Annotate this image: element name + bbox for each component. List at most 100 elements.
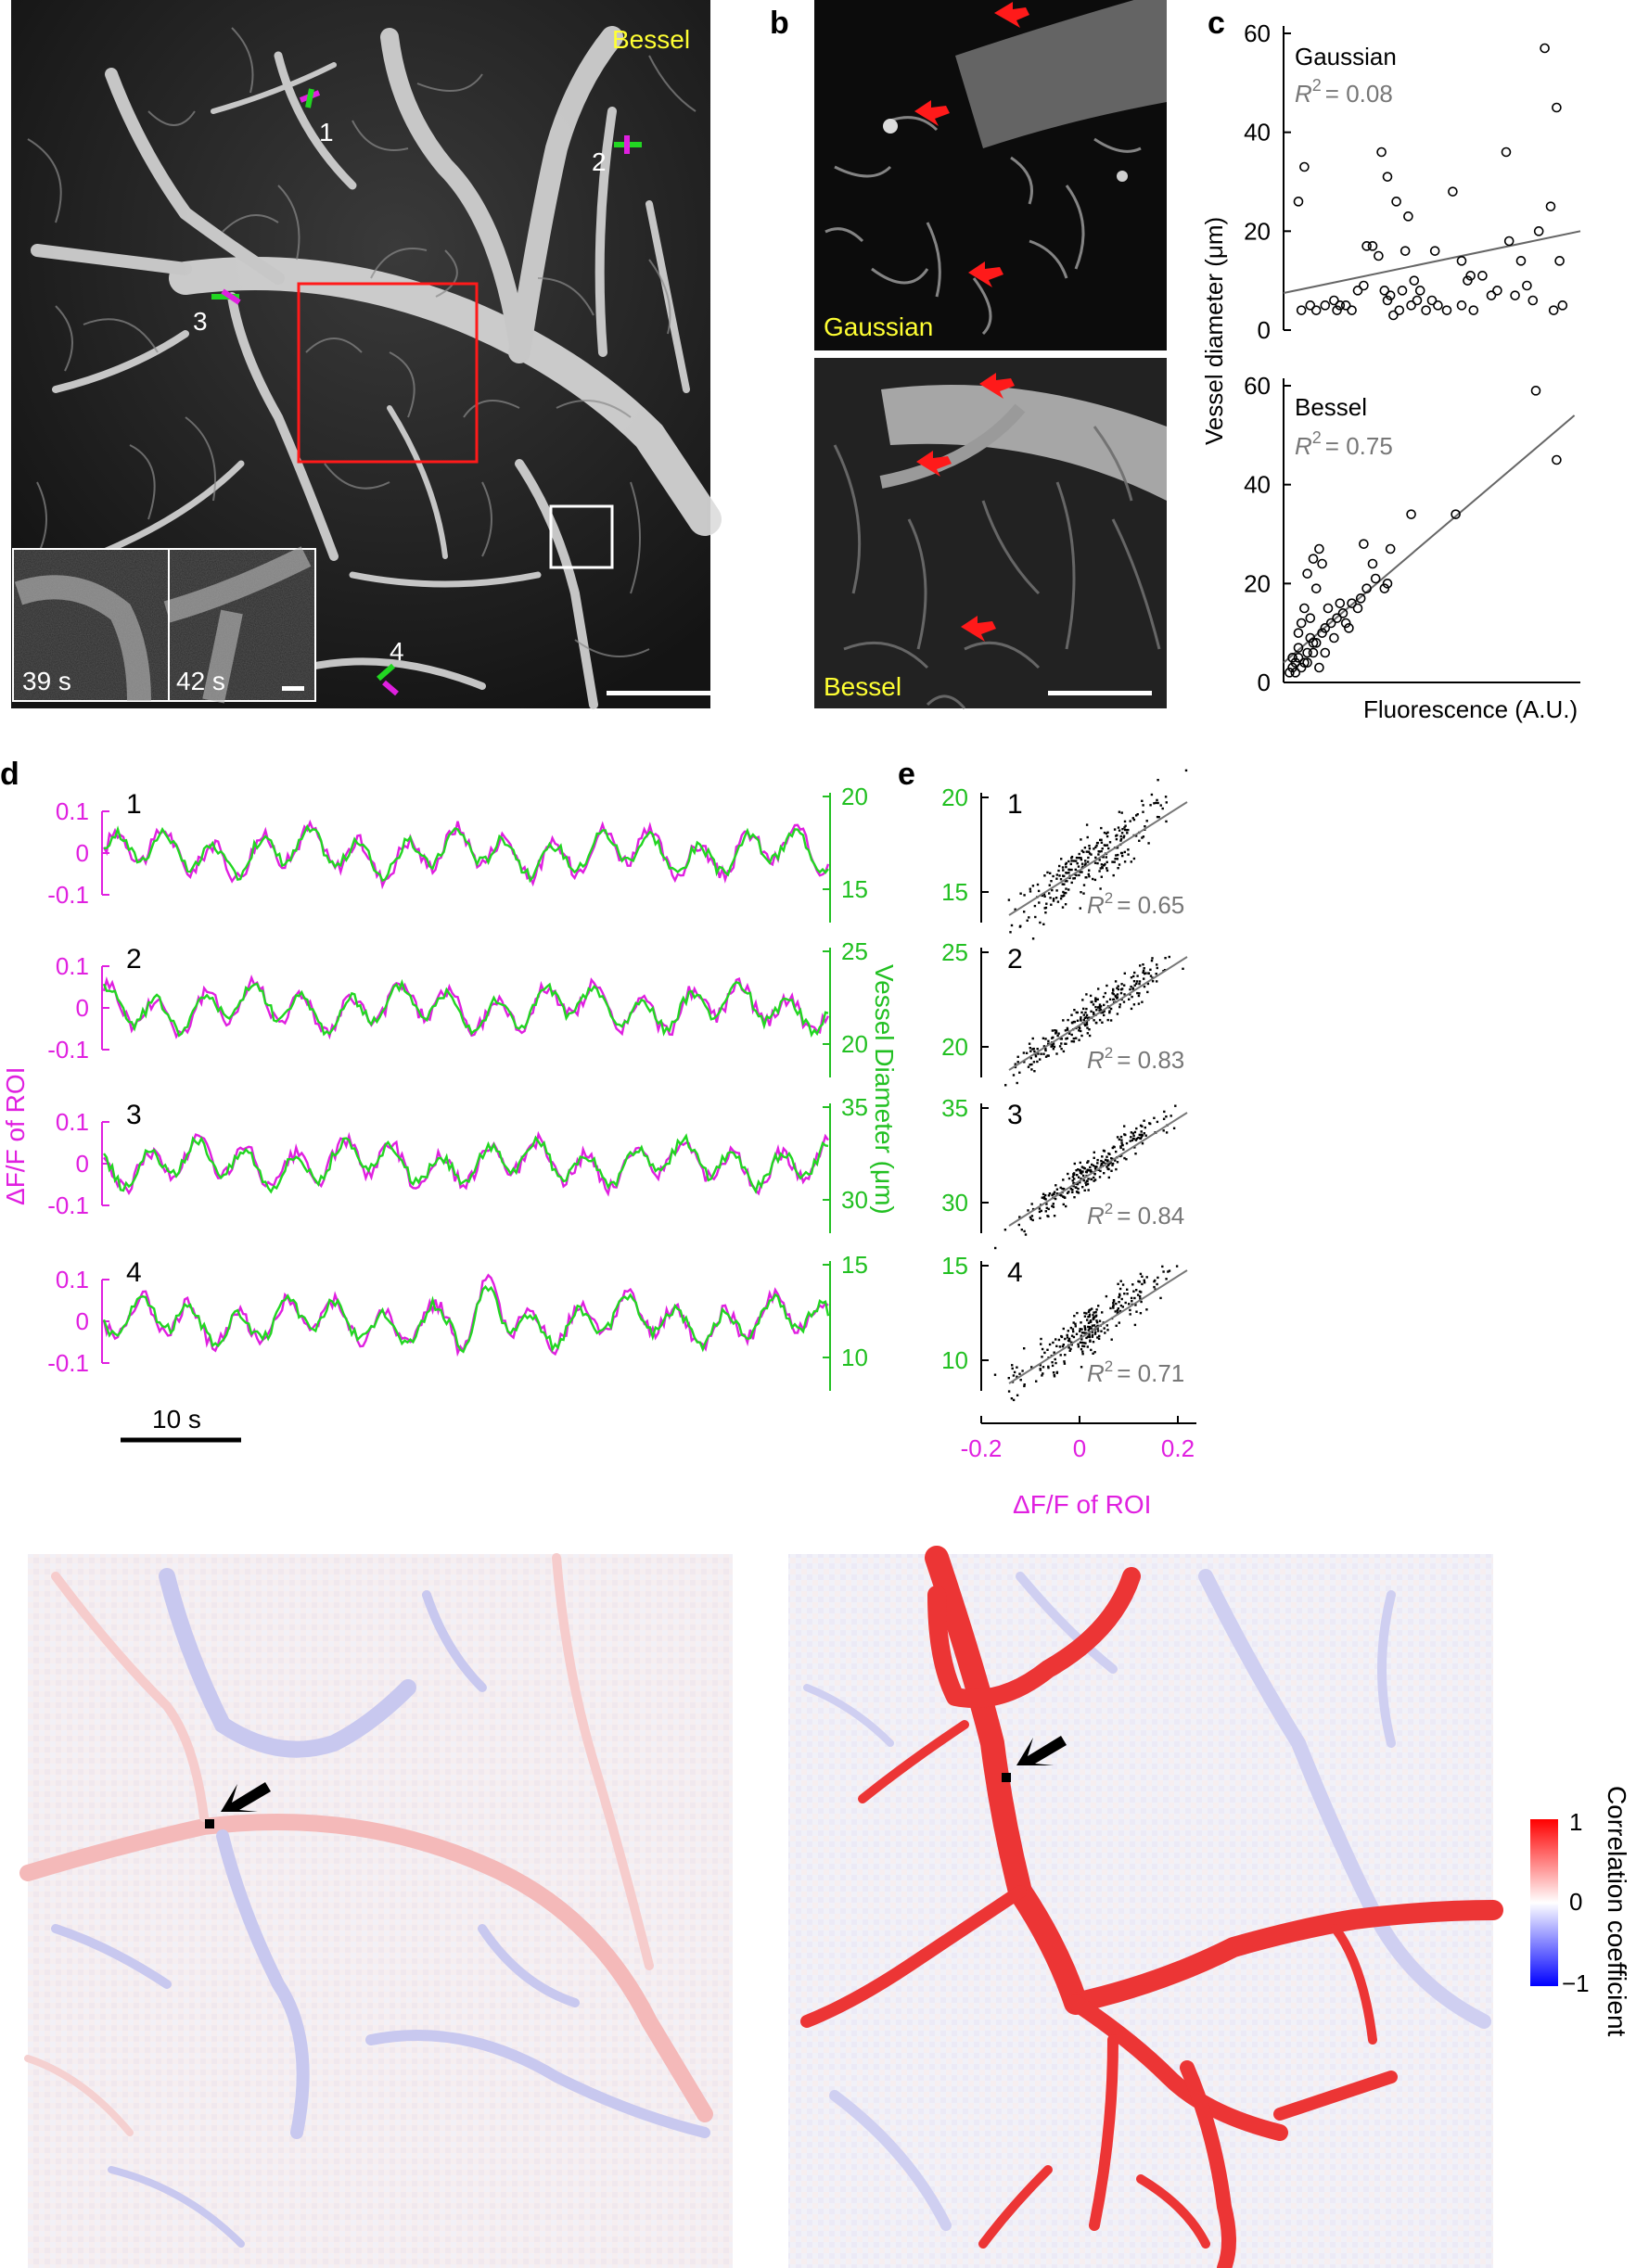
c-data-point xyxy=(1293,643,1304,653)
c-bottom-r2: R2 = 0.75 xyxy=(1295,428,1393,460)
e-data-point xyxy=(1076,1019,1080,1022)
e-data-point xyxy=(1106,869,1109,873)
e-data-point xyxy=(1054,1032,1057,1035)
e-data-point xyxy=(1058,874,1061,877)
e-data-point xyxy=(1053,1215,1056,1217)
e-data-point xyxy=(1068,1349,1071,1352)
e-data-point xyxy=(1011,1364,1014,1367)
c-data-point xyxy=(1486,290,1497,300)
c-y-tick-label: 60 xyxy=(1244,19,1271,47)
e-data-point xyxy=(1088,1333,1091,1336)
e-data-point xyxy=(1041,1374,1043,1377)
c-data-point xyxy=(1335,598,1346,608)
e-data-point xyxy=(1130,1131,1133,1134)
e-data-point xyxy=(1118,863,1121,866)
e-data-point xyxy=(1041,1356,1043,1358)
e-data-point xyxy=(1030,1068,1033,1071)
arrow-g xyxy=(1016,1736,1067,1765)
e-data-point xyxy=(1119,851,1123,855)
e-data-point xyxy=(1115,1150,1118,1153)
e-data-point xyxy=(1031,1048,1034,1051)
e-data-point xyxy=(1078,852,1080,856)
white-roi-box xyxy=(549,504,614,569)
e-data-point xyxy=(1052,874,1054,878)
e-data-point xyxy=(1143,985,1146,988)
e-data-point xyxy=(1035,1380,1038,1382)
e-data-point xyxy=(1051,1044,1054,1048)
c-data-point xyxy=(1465,271,1476,281)
e-data-point xyxy=(1108,1010,1111,1013)
e-data-point xyxy=(1090,853,1093,856)
heatmap-f xyxy=(28,1554,733,2268)
e-data-point xyxy=(1146,990,1149,994)
e-data-point xyxy=(1124,828,1127,832)
e-data-point xyxy=(1082,1013,1085,1016)
panel-f: f xyxy=(19,1553,733,2268)
e-data-point xyxy=(1067,888,1070,891)
e-data-point xyxy=(1039,1369,1042,1371)
c-data-point xyxy=(1352,603,1363,614)
c-y-tick-label: 40 xyxy=(1244,119,1271,147)
c-data-point xyxy=(1391,197,1401,207)
e-r2-value: = 0.83 xyxy=(1117,1046,1184,1074)
e-data-point xyxy=(1038,1207,1042,1210)
e-data-point xyxy=(1091,1324,1094,1327)
c-data-point xyxy=(1302,647,1312,658)
e-data-point xyxy=(1076,1174,1079,1177)
c-data-point xyxy=(1287,653,1297,663)
e-data-point xyxy=(1110,1169,1113,1172)
e-data-point xyxy=(1034,915,1037,919)
c-data-point xyxy=(1308,647,1319,658)
e-data-point xyxy=(1044,1055,1048,1058)
e-data-point xyxy=(1107,1163,1111,1166)
e-data-point xyxy=(1093,1176,1095,1179)
e-data-point xyxy=(1046,1215,1049,1217)
c-data-point xyxy=(1456,300,1467,311)
e-data-point xyxy=(1155,973,1157,975)
e-data-point xyxy=(1072,1037,1075,1040)
e-data-point xyxy=(1146,982,1150,986)
e-data-point xyxy=(1083,1325,1086,1328)
e-data-point xyxy=(1093,1019,1095,1022)
c-data-point xyxy=(1308,638,1319,648)
e-data-point xyxy=(1075,860,1078,862)
e-data-point xyxy=(1168,955,1170,959)
e-data-point xyxy=(1098,850,1101,853)
e-data-point xyxy=(1093,1172,1096,1176)
e-data-point xyxy=(1023,911,1026,913)
c-data-point xyxy=(1433,300,1443,311)
e-data-point xyxy=(1087,1325,1090,1329)
e-data-point xyxy=(1105,1294,1108,1298)
e-data-point xyxy=(1012,1074,1016,1077)
e-data-point xyxy=(1130,1136,1132,1139)
e-data-point xyxy=(1072,1330,1075,1333)
e-data-point xyxy=(1118,1293,1121,1297)
e-data-point xyxy=(994,1246,997,1250)
e-data-point xyxy=(1029,1050,1032,1052)
e-data-point xyxy=(1045,902,1048,905)
e-data-point xyxy=(1066,872,1068,874)
e-data-point xyxy=(1153,1280,1156,1283)
e-data-point xyxy=(1124,1301,1127,1305)
panel-c-label: c xyxy=(1208,6,1225,41)
c-data-point xyxy=(1426,295,1438,306)
d-trace-diameter xyxy=(102,1284,830,1354)
e-data-point xyxy=(1101,1155,1104,1158)
e-data-point xyxy=(1167,1270,1169,1273)
e-data-point xyxy=(1140,1133,1143,1136)
c-data-point xyxy=(1367,241,1378,251)
e-data-point xyxy=(1031,1037,1034,1040)
e-data-point xyxy=(1088,852,1092,855)
e-data-point xyxy=(1140,1300,1143,1304)
e-data-point xyxy=(1054,897,1058,899)
e-data-point xyxy=(1107,847,1110,850)
e-data-point xyxy=(1084,862,1087,865)
e-data-point xyxy=(1125,1158,1128,1161)
e-data-point xyxy=(1127,828,1130,832)
e-data-point xyxy=(1075,1037,1078,1039)
e-data-point xyxy=(1100,875,1103,878)
e-data-point xyxy=(1085,1336,1088,1340)
e-data-point xyxy=(1130,1296,1133,1300)
e-data-point xyxy=(1062,1203,1065,1206)
svg-text:R2= 0.75: R2 = 0.75 xyxy=(1295,428,1393,460)
